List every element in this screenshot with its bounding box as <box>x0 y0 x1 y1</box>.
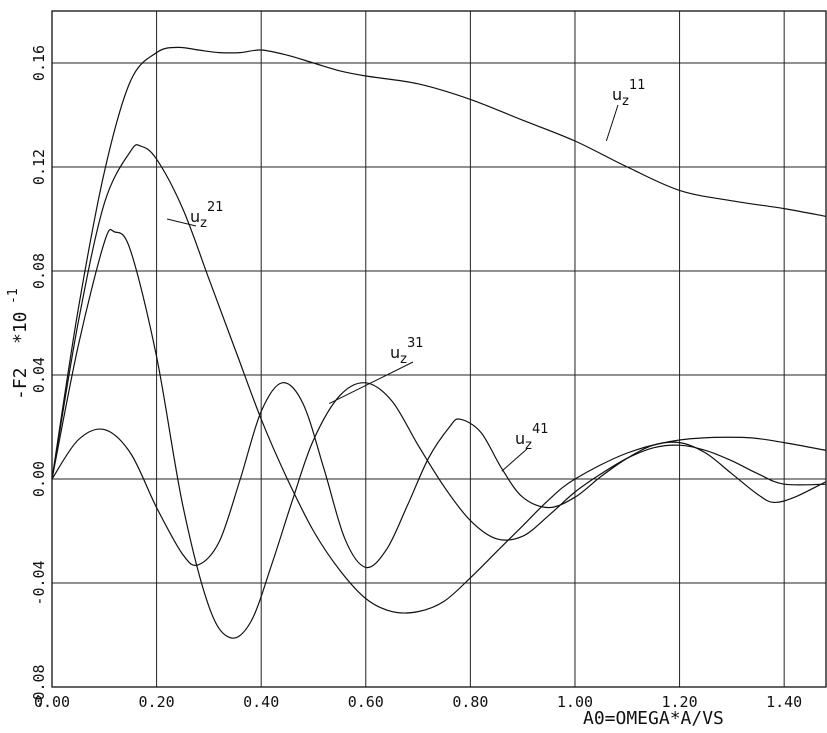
x-tick-label: 0.20 <box>139 693 175 711</box>
y-tick-label: 0.16 <box>30 45 48 81</box>
y-axis-label-group: -F2 *10 -1 <box>6 288 31 400</box>
series-label: uz31 <box>390 336 424 367</box>
y-tick-labels: -0.08 -0.04 0.00 0.04 0.08 0.12 0.16 <box>30 45 48 710</box>
x-tick-label: 1.40 <box>766 693 802 711</box>
x-tick-label: 0.40 <box>243 693 279 711</box>
x-tick-label: 0.80 <box>452 693 488 711</box>
x-tick-label: 0.00 <box>34 693 70 711</box>
x-tick-labels: 0.00 0.20 0.40 0.60 0.80 1.00 1.20 1.40 <box>34 693 802 711</box>
series-label: uz21 <box>190 200 224 231</box>
grid-lines <box>51 11 826 688</box>
y-axis-multiplier-exponent: -1 <box>6 288 21 304</box>
x-tick-label: 0.60 <box>348 693 384 711</box>
y-axis-multiplier: *10 <box>10 311 31 344</box>
series-label-leader <box>605 104 619 142</box>
y-tick-label: 0.12 <box>30 149 48 185</box>
y-tick-label: 0.00 <box>30 461 48 497</box>
series-label-leader <box>328 361 414 405</box>
x-axis-label: A0=OMEGA*A/VS <box>583 708 724 729</box>
series-label-leader <box>166 218 197 227</box>
series-line <box>51 228 827 639</box>
y-tick-label: 0.08 <box>30 253 48 289</box>
y-tick-label: 0.04 <box>30 357 48 393</box>
series-line <box>51 46 827 480</box>
series-labels: uz11 uz21 uz31 uz41 <box>166 78 646 472</box>
y-axis-label: -F2 <box>10 367 31 400</box>
series-label: uz41 <box>515 422 549 453</box>
series-lines <box>51 46 827 639</box>
plot-frame <box>51 10 827 688</box>
series-line <box>51 382 827 569</box>
series-label: uz11 <box>612 78 646 109</box>
y-tick-label: -0.04 <box>30 560 48 605</box>
series-label-leader <box>501 448 528 472</box>
series-line <box>51 144 827 614</box>
y-tick-label: -0.08 <box>30 664 48 709</box>
x-tick-label: 1.20 <box>662 693 698 711</box>
x-tick-label: 1.00 <box>557 693 593 711</box>
